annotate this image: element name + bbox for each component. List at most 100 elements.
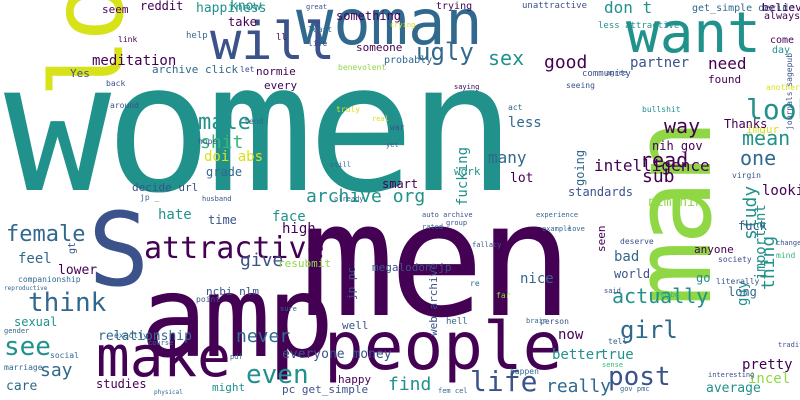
word-person: re <box>470 279 480 288</box>
word-archive-click: Yes <box>70 67 90 80</box>
word-pc-get_simple: gt <box>67 241 78 254</box>
word-mind: change <box>776 239 800 247</box>
word-husband: jp _ <box>140 193 160 202</box>
word-experience: fallacy <box>472 241 502 249</box>
word-journals-sagepub: virgin <box>732 171 761 180</box>
word-partner: going <box>573 149 587 186</box>
word-way: one <box>740 146 777 170</box>
word-world: go <box>696 271 711 285</box>
word-Yes: Thanks <box>724 117 768 131</box>
word-come: believe <box>762 1 800 14</box>
word-nlm-nih: ncbi nlm <box>206 285 259 298</box>
word-post: post <box>608 362 671 392</box>
word-agree: community <box>582 69 631 79</box>
word-normie: every <box>264 79 298 92</box>
word-point: course <box>148 339 174 347</box>
word-social: marriage <box>4 363 43 372</box>
word-grade: decide url <box>132 181 199 194</box>
word-literally: society <box>718 255 752 264</box>
word-gt: lower <box>58 263 98 278</box>
word-ugly: look <box>746 93 800 126</box>
word-long: important <box>753 204 769 280</box>
word-standards: journals sagepub <box>785 52 794 130</box>
word-unattractive: trying <box>436 1 473 12</box>
word-happen: fem cel <box>438 387 468 395</box>
word-want: want <box>626 1 761 66</box>
word-well: now <box>558 327 584 343</box>
word-traditional: sense <box>602 361 624 369</box>
word-don-t: pretty <box>742 357 793 373</box>
word-think: think <box>28 288 107 318</box>
word-important: average <box>706 381 761 396</box>
word-gov-pmc: interesting <box>708 371 755 379</box>
word-looking: happy <box>338 373 372 386</box>
word-meditation: crying <box>390 21 416 29</box>
word-back: help <box>186 31 208 41</box>
word-believe: get_simple decide <box>692 3 795 14</box>
word-feel: say <box>40 360 73 381</box>
word-time: face <box>272 209 306 225</box>
word-reddit: something <box>336 9 402 23</box>
word-fallacy: group <box>446 219 468 227</box>
word-act: around <box>110 101 139 110</box>
word-fucking: many <box>488 148 527 167</box>
word-women: women <box>4 25 516 232</box>
word-many: sub <box>642 166 675 187</box>
word-fem-cel: gov pmc <box>620 385 650 393</box>
word-deserve: love <box>568 225 585 233</box>
word-link: ll <box>276 33 287 43</box>
word-high: smart <box>382 177 419 191</box>
word-ll: meditation <box>92 53 177 69</box>
word-always: day <box>772 45 791 56</box>
word-less: take <box>228 15 257 29</box>
word-female: need <box>708 54 747 73</box>
word-actually: feel <box>18 251 52 267</box>
word-every: archive click <box>152 63 239 76</box>
word-around: back <box>106 79 126 88</box>
word-guy: actually <box>612 284 709 308</box>
word-lower: grade <box>206 165 243 179</box>
word-sex: ugly <box>416 38 474 66</box>
word-sexual: time <box>208 213 237 227</box>
word-said: Maybe <box>658 291 680 299</box>
word-pdf: happen <box>510 367 539 376</box>
word-people: people <box>324 308 563 385</box>
word-study: intelligence <box>594 156 710 175</box>
word-probably: someone <box>356 41 403 54</box>
word-fuck: looking <box>762 183 800 199</box>
word-virgin: benevolent <box>338 63 387 72</box>
word-decide-url: normie <box>256 65 296 78</box>
word-community: seeing <box>566 81 595 90</box>
word-far: said <box>604 287 621 295</box>
word-girl: girl <box>620 316 678 344</box>
word-going: world <box>614 267 651 281</box>
word-day: come <box>770 35 795 46</box>
word-woman: woman <box>296 0 483 59</box>
word-will: will <box>210 12 336 72</box>
word-another: agree <box>606 69 628 77</box>
word-exactly: social <box>50 351 79 360</box>
word-happy: might <box>212 381 246 394</box>
word-men: men <box>300 169 573 353</box>
word-get_simple-decide: found <box>708 73 742 86</box>
word-average: fuck <box>738 219 767 233</box>
word-good: sex <box>488 46 525 70</box>
word-never: give <box>240 250 284 271</box>
word-now: long <box>728 285 757 299</box>
word-yet: real <box>372 115 389 123</box>
word-face: high <box>282 221 316 237</box>
word-companionship: reproductive <box>4 285 48 292</box>
word-lot: less <box>508 115 542 131</box>
word-Thanks: imgur <box>746 123 780 136</box>
word-real: already <box>334 195 364 203</box>
word-better: true <box>600 347 634 363</box>
word-hope: bullshit <box>642 105 681 114</box>
word-example: experience <box>536 211 579 219</box>
word-go: bad <box>614 249 640 265</box>
word-incel: better <box>552 347 603 363</box>
word-nih-gov: nlm nih <box>648 195 703 210</box>
word-studies: care <box>6 379 38 394</box>
word-sense: tell <box>608 337 628 346</box>
word-v: let <box>240 65 255 74</box>
word-life: life <box>470 365 538 398</box>
